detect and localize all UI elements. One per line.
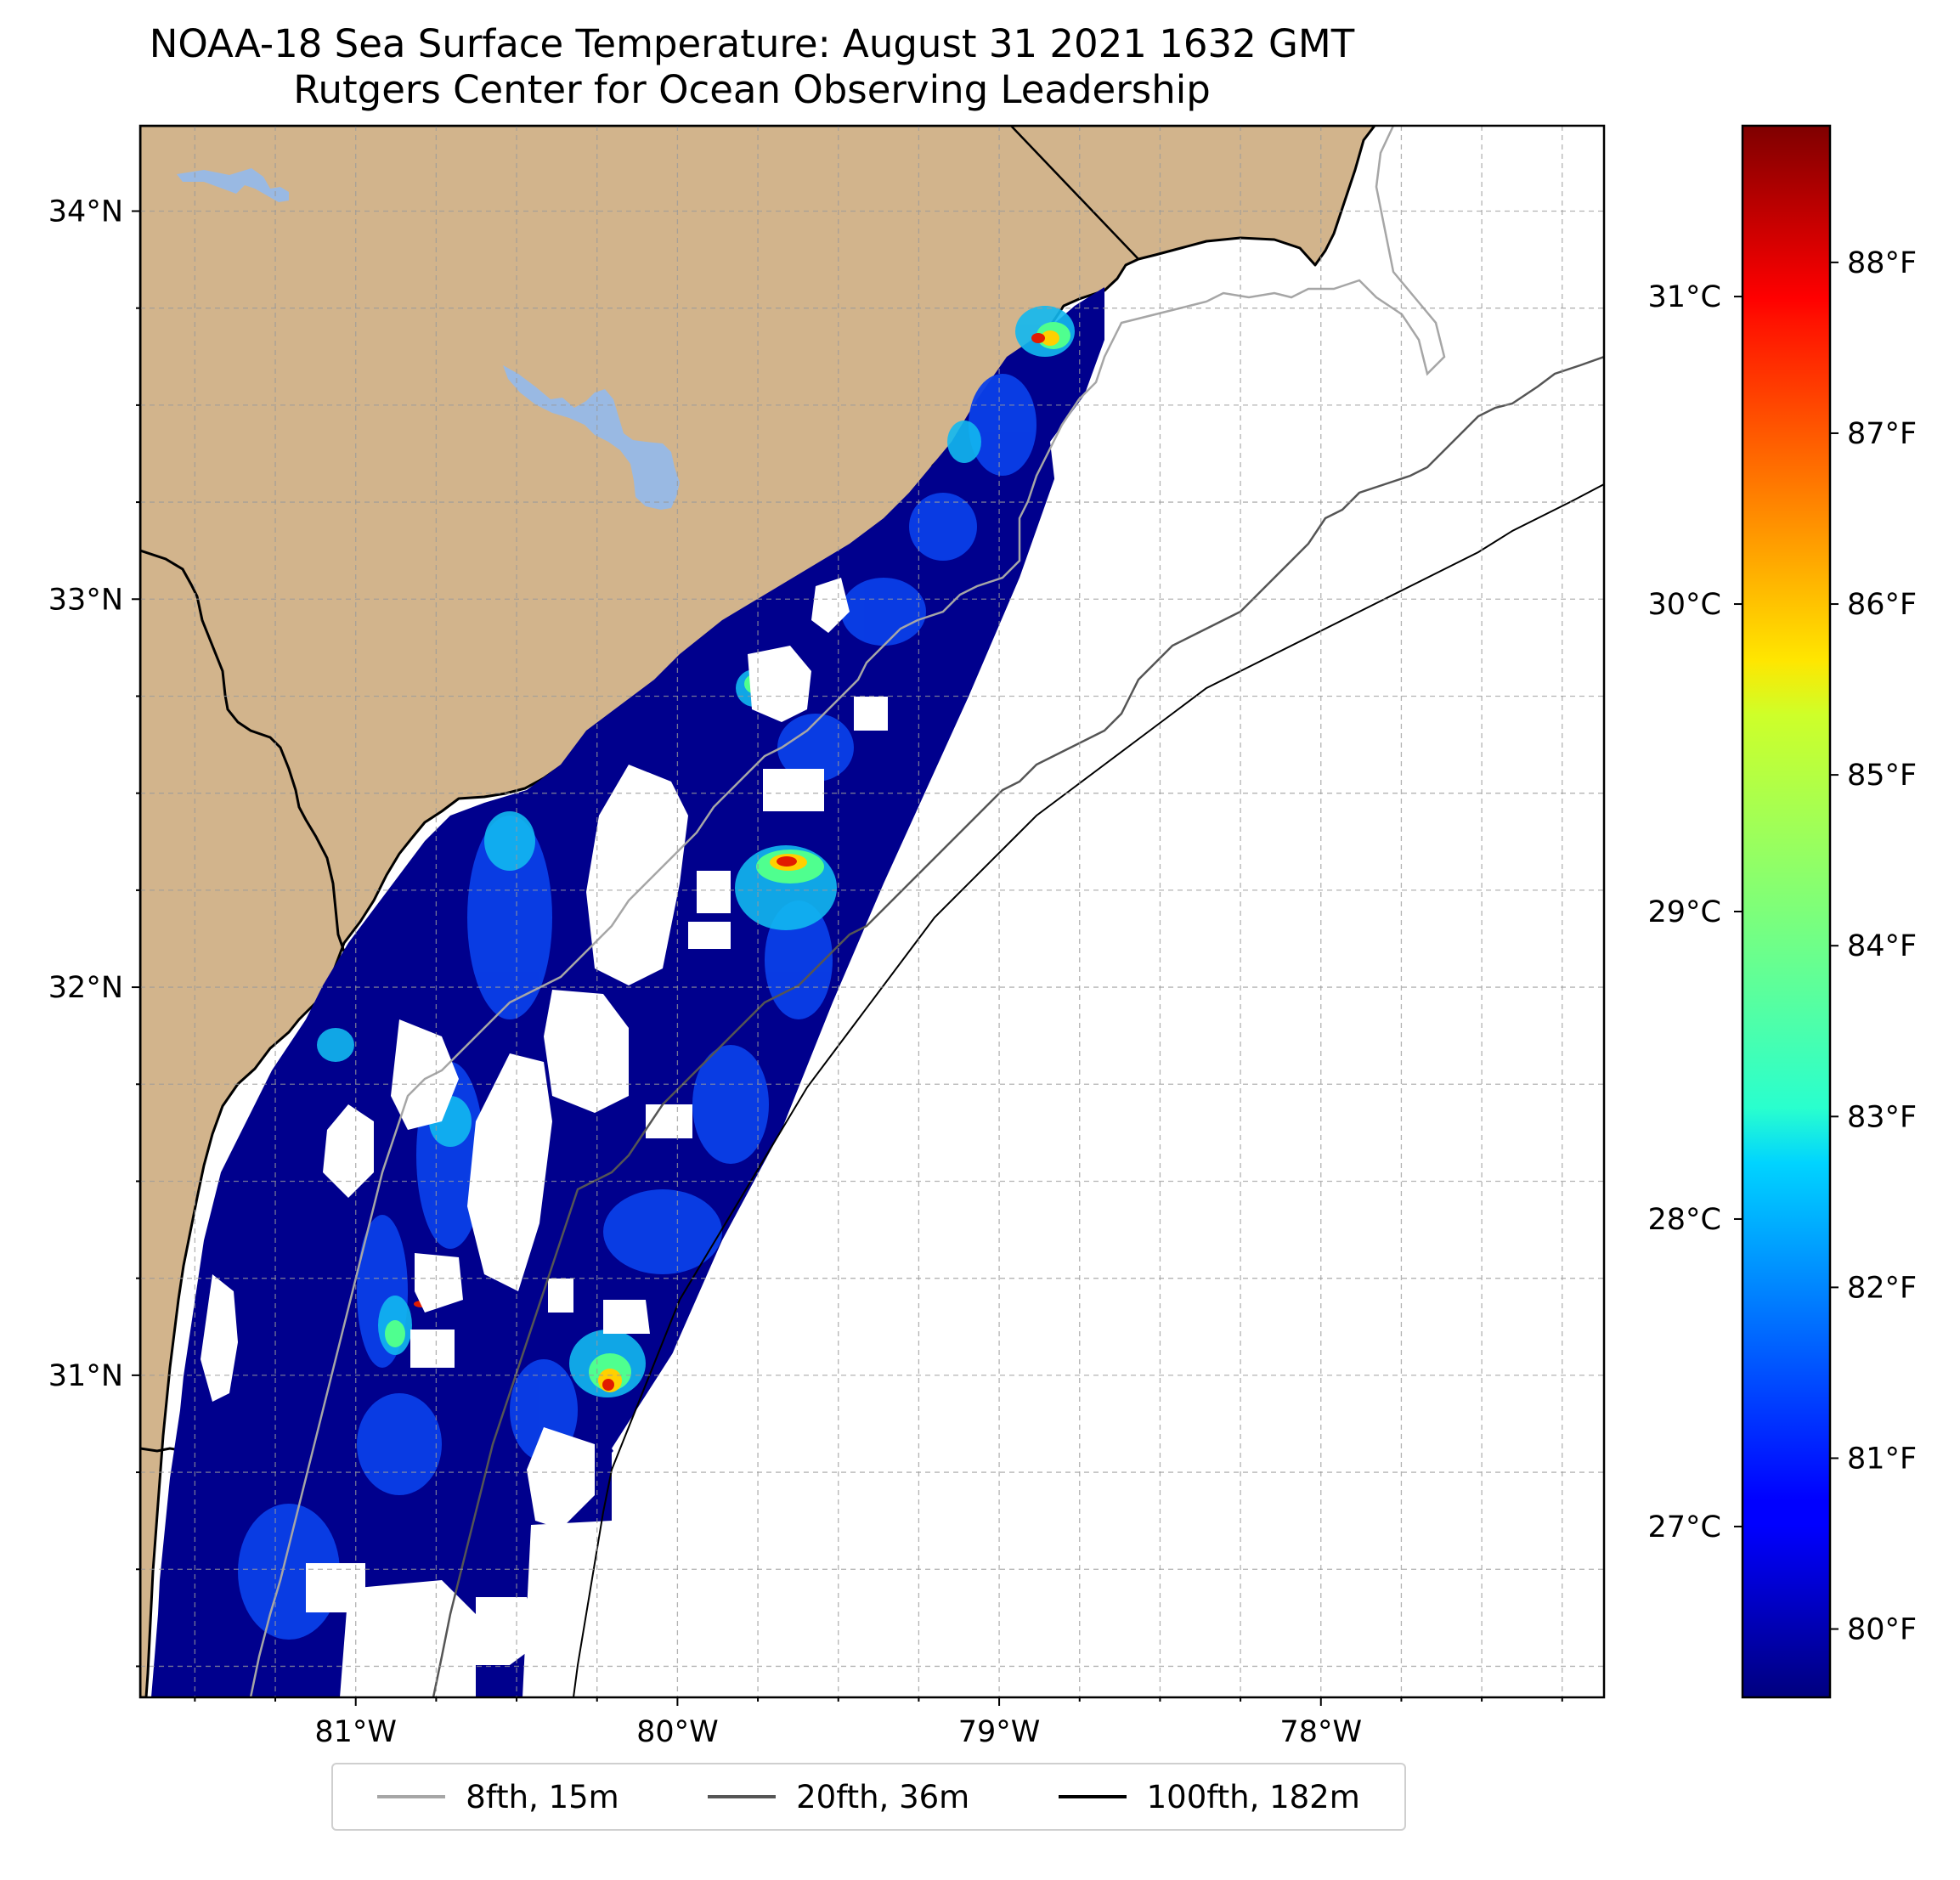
state-border-line [140, 549, 387, 979]
state-border-line [1010, 126, 1139, 260]
fahrenheit-tick-label: 82°F [1847, 1271, 1917, 1305]
fahrenheit-tick-label: 80°F [1847, 1613, 1917, 1647]
legend-label-20fth: 20fth, 36m [796, 1778, 970, 1815]
celsius-tick-label: 31°C [1648, 280, 1721, 314]
sst-swath [151, 287, 1121, 1697]
fahrenheit-tick-label: 85°F [1847, 759, 1917, 793]
latitude-tick-label: 34°N [48, 195, 123, 229]
longitude-axis: 81°W 80°W 79°W 78°W [194, 1697, 1563, 1749]
legend-item-20fth: 20fth, 36m [708, 1779, 969, 1815]
legend-label-100fth: 100fth, 182m [1146, 1778, 1360, 1815]
latitude-tick-label: 32°N [48, 971, 123, 1005]
isobath-20fth-line [432, 355, 1604, 1697]
celsius-tick-label: 30°C [1648, 588, 1721, 622]
colorbar-fahrenheit-axis: 80°F 81°F 82°F 83°F 84°F 85°F 86°F 87°F 88°F [1830, 246, 1917, 1647]
fahrenheit-tick-label: 81°F [1847, 1442, 1917, 1476]
fahrenheit-tick-label: 84°F [1847, 929, 1917, 963]
legend-label-8fth: 8fth, 15m [466, 1778, 619, 1815]
legend-line-20fth [708, 1795, 777, 1798]
latitude-axis: 34°N 33°N 32°N 31°N [48, 195, 140, 1668]
longitude-tick-label: 79°W [958, 1715, 1041, 1749]
chart-title-line-1: NOAA-18 Sea Surface Temperature: August … [149, 21, 1355, 66]
legend-line-100fth [1058, 1795, 1127, 1798]
isobath-8fth-line [249, 126, 1446, 1697]
fahrenheit-tick-label: 83°F [1847, 1100, 1917, 1134]
celsius-tick-label: 27°C [1648, 1510, 1721, 1544]
isobath-legend: 8fth, 15m 20fth, 36m 100fth, 182m [331, 1763, 1406, 1831]
colorbar-celsius-axis: 27°C 28°C 29°C 30°C 31°C [1648, 280, 1743, 1544]
longitude-tick-label: 80°W [636, 1715, 719, 1749]
lake-moultrie [503, 365, 680, 510]
map-frame [138, 124, 1606, 1699]
legend-line-8fth [377, 1795, 446, 1798]
chart-title-line-2: Rutgers Center for Ocean Observing Leade… [293, 67, 1211, 112]
map-gridlines [140, 126, 1604, 1697]
longitude-tick-label: 78°W [1279, 1715, 1362, 1749]
fahrenheit-tick-label: 88°F [1847, 246, 1917, 280]
celsius-tick-label: 29°C [1648, 895, 1721, 929]
lake-marion [177, 168, 289, 202]
fahrenheit-tick-label: 87°F [1847, 417, 1917, 451]
isobath-100fth-line [573, 483, 1604, 1697]
colorbar-gradient [1743, 126, 1830, 1697]
legend-item-8fth: 8fth, 15m [377, 1779, 619, 1815]
latitude-tick-label: 31°N [48, 1359, 123, 1393]
celsius-tick-label: 28°C [1648, 1203, 1721, 1237]
fahrenheit-tick-label: 86°F [1847, 588, 1917, 622]
latitude-tick-label: 33°N [48, 583, 123, 617]
legend-item-100fth: 100fth, 182m [1058, 1778, 1360, 1815]
longitude-tick-label: 81°W [314, 1715, 397, 1749]
